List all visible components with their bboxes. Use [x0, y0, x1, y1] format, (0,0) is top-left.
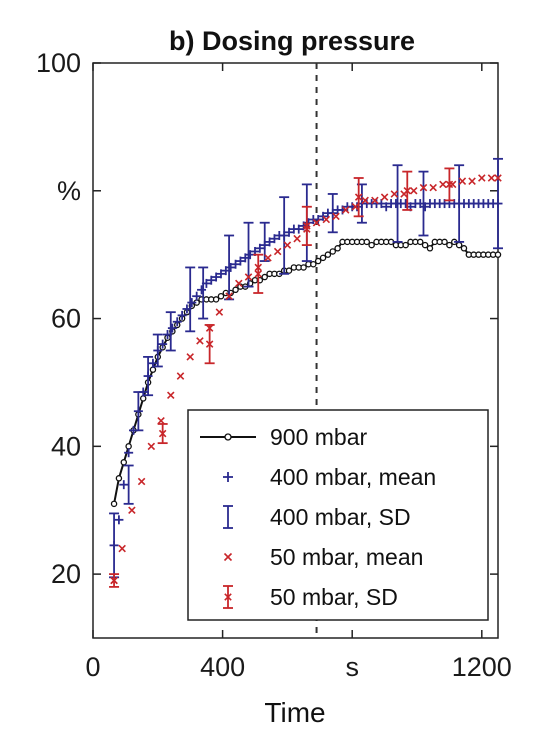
data-point-circle	[363, 238, 371, 246]
legend-marker-cross-b	[223, 552, 233, 562]
data-point-circle	[494, 251, 502, 258]
x-axis-title: Time	[264, 697, 325, 728]
legend-label: 900 mbar	[270, 424, 368, 450]
data-point-cross-b	[371, 196, 379, 205]
legend-label: 50 mbar, mean	[270, 544, 423, 570]
data-point-circle	[319, 254, 327, 262]
data-point-circle	[368, 241, 375, 249]
data-point-circle	[441, 238, 448, 246]
data-point-circle	[261, 273, 268, 281]
data-point-circle	[125, 443, 132, 450]
legend-label: 400 mbar, SD	[270, 504, 411, 530]
data-point-cross-b	[494, 174, 502, 182]
legend: 900 mbar 400 mbar, mean 400 mbar, SD 50 mba…	[187, 409, 489, 621]
data-point-cross-b	[235, 279, 243, 288]
data-point-circle	[300, 264, 307, 271]
data-point-cross-b	[390, 190, 399, 198]
data-point-circle	[310, 260, 317, 268]
y-tick-label: 20	[51, 559, 81, 589]
data-point-circle	[149, 366, 157, 373]
error-center-marker-b	[110, 576, 118, 585]
data-point-circle	[115, 475, 123, 482]
data-point-cross-b	[264, 254, 272, 262]
error-center-marker-b	[158, 429, 167, 438]
data-point-cross-b	[176, 372, 185, 380]
data-point-circle	[329, 248, 337, 255]
legend-errorbar-center-b	[224, 593, 232, 601]
y-tick-label: 100	[36, 48, 81, 78]
data-point-circle	[446, 241, 453, 249]
y-tick-label: %	[57, 176, 81, 206]
error-center-marker-b	[445, 180, 454, 189]
data-point-cross-b	[351, 202, 360, 211]
data-point-circle	[314, 257, 322, 265]
data-point-cross-b	[186, 353, 194, 361]
x-tick-label: 1200	[452, 652, 512, 682]
data-point-circle	[455, 241, 463, 249]
tick-layer: 0 400 s 1200 20 40 60% 100	[36, 48, 512, 682]
legend-marker-circle	[224, 433, 232, 441]
data-point-cross-b	[166, 391, 175, 399]
data-point-cross-b	[332, 212, 340, 221]
data-point-cross-b	[196, 337, 204, 345]
error-center-marker-b	[403, 187, 412, 195]
data-point-circle	[421, 241, 429, 249]
data-point-cross-b	[429, 183, 437, 192]
y-tick-label: 60	[51, 304, 81, 334]
x-tick-label: 400	[200, 652, 245, 682]
data-point-cross-b	[273, 247, 282, 256]
series-layer	[109, 157, 503, 588]
data-point-cross-b	[419, 183, 428, 192]
series-4	[109, 167, 455, 588]
y-tick-label: 40	[51, 431, 81, 461]
data-point-circle	[402, 241, 409, 249]
data-point-circle	[460, 245, 468, 252]
error-center-marker-b	[303, 222, 311, 230]
data-point-cross-b	[409, 187, 418, 195]
x-tick-label: 0	[85, 652, 100, 682]
chart-title: b) Dosing pressure	[169, 26, 415, 56]
data-point-cross-b	[147, 442, 156, 451]
data-point-circle	[139, 395, 147, 402]
data-point-circle	[334, 245, 341, 252]
data-point-circle	[212, 296, 220, 303]
data-point-cross-b	[137, 477, 146, 486]
data-point-circle	[285, 267, 293, 274]
data-point-cross-b	[244, 273, 253, 281]
data-point-cross-b	[478, 174, 486, 182]
data-point-cross-b	[157, 417, 165, 425]
data-point-circle	[217, 292, 225, 300]
data-point-cross-b	[380, 193, 389, 201]
data-point-cross-b	[118, 544, 126, 553]
error-center-marker-b	[254, 270, 263, 278]
data-point-cross-b	[215, 308, 224, 316]
data-point-circle	[110, 500, 118, 508]
data-point-cross-b	[487, 174, 496, 182]
error-center-marker-b	[205, 340, 214, 348]
data-point-cross-b	[468, 177, 476, 185]
error-center-marker-b	[354, 193, 363, 201]
data-point-cross-b	[458, 177, 467, 185]
legend-box	[187, 409, 489, 621]
legend-label: 50 mbar, SD	[270, 584, 398, 610]
data-point-cross-b	[312, 218, 321, 227]
legend-label: 400 mbar, mean	[270, 464, 436, 490]
data-point-cross-b	[322, 215, 331, 224]
data-point-cross-b	[225, 292, 233, 300]
data-point-cross-b	[341, 206, 350, 214]
series-2	[109, 157, 503, 579]
x-tick-label: s	[345, 652, 359, 682]
data-point-cross-b	[439, 180, 447, 189]
data-point-cross-b	[128, 506, 136, 514]
data-point-circle	[416, 238, 424, 246]
data-point-circle	[324, 251, 332, 258]
data-point-cross-b	[283, 241, 292, 249]
data-point-cross-b	[293, 234, 301, 243]
data-point-circle	[120, 459, 128, 466]
data-point-circle	[232, 286, 239, 294]
data-point-circle	[426, 245, 434, 252]
data-point-cross-b	[361, 196, 369, 205]
